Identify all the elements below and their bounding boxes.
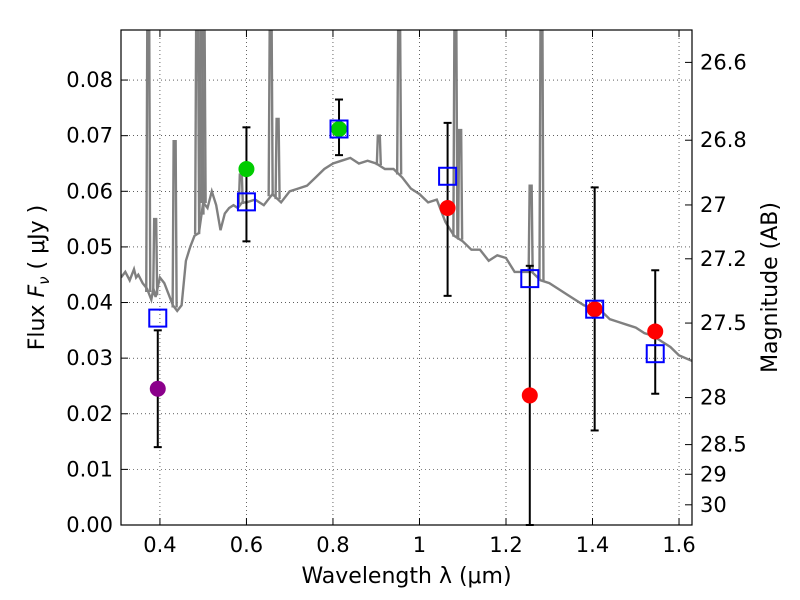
spectrum-emission-line bbox=[527, 184, 534, 272]
model-square bbox=[148, 308, 168, 328]
spectrum-emission-line bbox=[267, 30, 274, 197]
observed-points bbox=[149, 121, 664, 404]
error-bars bbox=[153, 98, 660, 526]
x-tick-label: 0.8 bbox=[316, 533, 349, 557]
spectrum-emission-line bbox=[200, 30, 207, 203]
y-tick-label: 0.04 bbox=[66, 291, 113, 315]
mag-tick-label: 30 bbox=[700, 493, 727, 517]
observed-point bbox=[647, 323, 664, 340]
spectrum-emission-line bbox=[145, 30, 152, 292]
x-axis-label: Wavelength λ (μm) bbox=[301, 564, 511, 589]
model-square bbox=[645, 344, 665, 364]
spectrum-emission-line bbox=[171, 140, 178, 308]
model-spectrum bbox=[121, 30, 698, 363]
spectrum-emission-line bbox=[237, 173, 245, 205]
spectrum-emission-line bbox=[375, 134, 383, 166]
mag-tick-label: 26.6 bbox=[700, 50, 747, 74]
plot-frame bbox=[120, 29, 693, 526]
spectrum-emission-line bbox=[193, 30, 201, 235]
model-photometry-squares bbox=[148, 119, 665, 364]
model-square bbox=[438, 166, 458, 186]
observed-point bbox=[586, 301, 603, 318]
y-tick-label: 0.07 bbox=[66, 124, 113, 148]
x-tick-label: 1.2 bbox=[489, 533, 522, 557]
mag-tick-label: 28.5 bbox=[700, 433, 747, 457]
y-axis-label: Flux Fν ( μJy ) bbox=[25, 205, 53, 350]
y-tick-label: 0.01 bbox=[66, 457, 113, 481]
mag-tick-label: 26.8 bbox=[700, 128, 747, 152]
x-tick-label: 1 bbox=[413, 533, 426, 557]
model-square bbox=[585, 299, 605, 319]
x-tick-label: 0.4 bbox=[143, 533, 176, 557]
y-tick-label: 0.02 bbox=[66, 402, 113, 426]
grid-lines bbox=[121, 30, 692, 526]
observed-point bbox=[149, 380, 166, 397]
spectrum-emission-line bbox=[151, 217, 159, 296]
axis-ticks: 0.4 0.6 0.8 1 1.2 1.4 1.6 0.00 0.01 0.02 0.03 0.04 0… bbox=[66, 30, 747, 557]
y-tick-label: 0.06 bbox=[66, 179, 113, 203]
x-tick-label: 1.6 bbox=[662, 533, 695, 557]
model-square bbox=[329, 119, 349, 139]
spectrum-emission-line bbox=[452, 30, 459, 237]
x-tick-label: 0.6 bbox=[230, 533, 263, 557]
model-square bbox=[520, 269, 540, 289]
mag-tick-label: 28 bbox=[700, 386, 727, 410]
magnitude-axis-label: Magnitude (AB) bbox=[758, 202, 783, 373]
mag-tick-label: 27.2 bbox=[700, 247, 747, 271]
spectrum-continuum bbox=[121, 156, 692, 363]
y-tick-label: 0.05 bbox=[66, 235, 113, 259]
spectrum-emission-line bbox=[274, 117, 281, 200]
observed-point bbox=[439, 199, 456, 216]
y-tick-label: 0.00 bbox=[66, 513, 113, 537]
mag-tick-label: 27.5 bbox=[700, 311, 747, 335]
y-tick-label: 0.08 bbox=[66, 68, 113, 92]
model-square bbox=[236, 192, 256, 212]
spectrum-emission-line bbox=[395, 30, 403, 175]
mag-tick-label: 27 bbox=[700, 193, 727, 217]
y-tick-label: 0.03 bbox=[66, 346, 113, 370]
observed-point bbox=[238, 161, 255, 178]
spectrum-emission-line bbox=[456, 128, 464, 240]
x-tick-label: 1.4 bbox=[576, 533, 609, 557]
mag-tick-label: 29 bbox=[700, 462, 727, 486]
observed-point bbox=[521, 387, 538, 404]
observed-point bbox=[331, 121, 348, 137]
spectrum-emission-line bbox=[538, 30, 545, 281]
spectrum-emission-line bbox=[694, 247, 698, 361]
